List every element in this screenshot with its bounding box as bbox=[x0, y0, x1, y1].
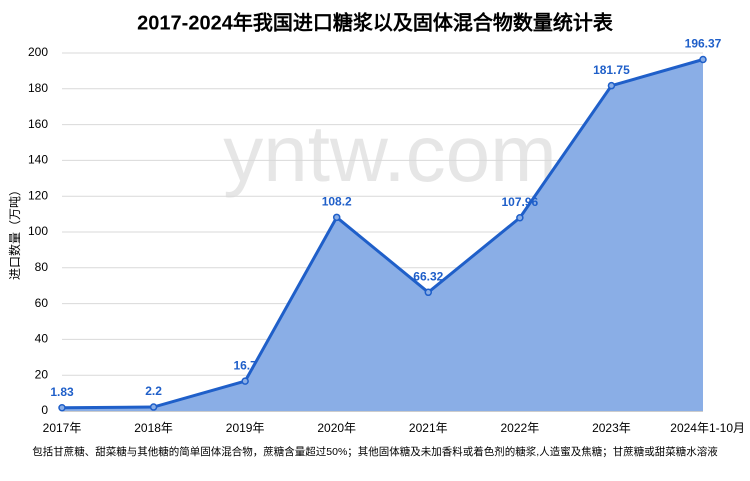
point bbox=[424, 288, 433, 297]
value-label: 16.7 bbox=[233, 358, 257, 372]
y-tick-label: 60 bbox=[35, 296, 49, 310]
x-tick-label: 2022年 bbox=[501, 421, 540, 435]
point bbox=[58, 403, 66, 412]
x-tick-label: 2019年 bbox=[226, 421, 265, 435]
x-tick-label: 2017年 bbox=[43, 421, 82, 435]
area bbox=[62, 59, 703, 411]
value-label: 107.96 bbox=[502, 195, 539, 209]
watermark: yntw.com bbox=[223, 109, 556, 198]
x-tick-label: 2020年 bbox=[317, 421, 356, 435]
y-tick-label: 140 bbox=[28, 153, 48, 167]
y-axis-label: 进口数量（万吨） bbox=[7, 184, 22, 280]
y-tick-label: 100 bbox=[28, 224, 48, 238]
point bbox=[607, 81, 616, 90]
chart-title: 2017-2024年我国进口糖浆以及固体混合物数量统计表 bbox=[137, 10, 614, 34]
value-label: 181.75 bbox=[593, 63, 630, 77]
point bbox=[516, 214, 524, 222]
point bbox=[149, 403, 158, 411]
value-label: 66.32 bbox=[413, 269, 443, 283]
y-tick-label: 0 bbox=[41, 403, 48, 417]
y-tick-label: 120 bbox=[28, 188, 48, 202]
x-tick-label: 2018年 bbox=[134, 421, 173, 435]
x-tick-label: 2021年 bbox=[409, 421, 448, 435]
value-label: 196.37 bbox=[685, 37, 722, 51]
point bbox=[332, 213, 341, 222]
value-label: 1.83 bbox=[50, 385, 74, 399]
x-tick-label: 2023年 bbox=[592, 421, 631, 435]
y-tick-label: 40 bbox=[35, 332, 49, 346]
y-tick-label: 20 bbox=[35, 367, 49, 381]
line bbox=[61, 58, 704, 410]
point bbox=[699, 55, 707, 64]
value-label: 108.2 bbox=[322, 194, 352, 208]
point bbox=[241, 377, 249, 385]
y-tick-label: 160 bbox=[28, 117, 48, 131]
x-tick-label: 2024年1-10月 bbox=[670, 421, 745, 435]
footnote: 包括甘蔗糖、甜菜糖与其他糖的简单固体混合物，蔗糖含量超过50%；其他固体糖及未加… bbox=[32, 445, 718, 458]
y-tick-label: 180 bbox=[28, 81, 48, 95]
value-label: 2.2 bbox=[145, 384, 162, 398]
y-tick-label: 80 bbox=[35, 260, 49, 274]
y-tick-label: 200 bbox=[28, 45, 48, 59]
